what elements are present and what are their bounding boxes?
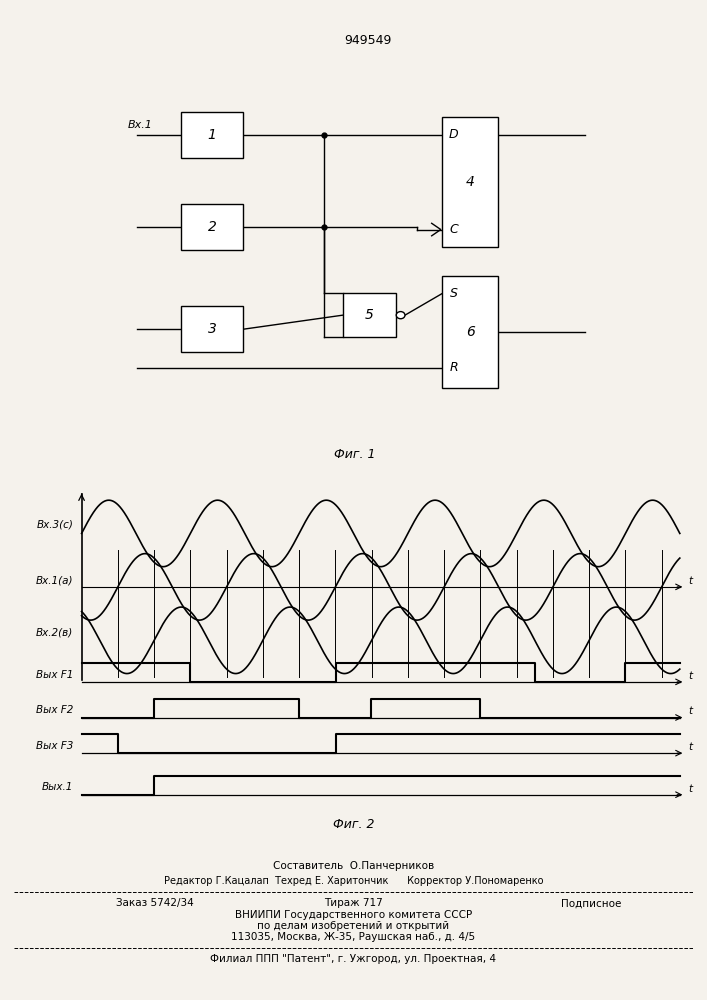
Text: Вх.1(а): Вх.1(а) [36,575,74,585]
Text: Редактор Г.Кацалап  Техред Е. Харитончик      Корректор У.Пономаренко: Редактор Г.Кацалап Техред Е. Харитончик … [164,876,543,886]
Text: Вых F3: Вых F3 [36,741,74,751]
Text: D: D [449,128,458,141]
Text: 113035, Москва, Ж-35, Раушская наб., д. 4/5: 113035, Москва, Ж-35, Раушская наб., д. … [231,932,476,942]
Text: Вых F2: Вых F2 [36,705,74,715]
Bar [181,112,243,158]
Text: Вых F1: Вых F1 [36,670,74,680]
Text: t: t [688,576,692,586]
Text: Заказ 5742/34: Заказ 5742/34 [116,898,194,908]
Text: Фиг. 1: Фиг. 1 [334,448,376,461]
Text: Вых.1: Вых.1 [42,782,74,792]
Text: Тираж 717: Тираж 717 [324,898,383,908]
Text: 3: 3 [208,322,216,336]
Text: Филиал ППП "Патент", г. Ужгород, ул. Проектная, 4: Филиал ППП "Патент", г. Ужгород, ул. Про… [211,954,496,964]
Text: t: t [688,706,692,716]
Text: ВНИИПИ Государственного комитета СССР: ВНИИПИ Государственного комитета СССР [235,910,472,920]
Bar [343,293,396,337]
Text: 1: 1 [208,128,216,142]
Text: Вх.3(с): Вх.3(с) [37,520,74,530]
Text: 949549: 949549 [344,34,392,47]
Text: Подписное: Подписное [561,898,621,908]
Text: t: t [688,742,692,752]
Bar [443,117,498,247]
Text: 6: 6 [466,325,474,339]
Text: S: S [450,287,457,300]
Text: Фиг. 2: Фиг. 2 [333,818,374,831]
Bar [181,204,243,250]
Text: 2: 2 [208,220,216,234]
Text: R: R [449,361,458,374]
Text: по делам изобретений и открытий: по делам изобретений и открытий [257,921,450,931]
Text: t: t [688,671,692,681]
Text: t: t [688,784,692,794]
Text: C: C [449,223,458,236]
Text: Вх.2(в): Вх.2(в) [36,628,74,638]
Text: Вх.1: Вх.1 [128,120,153,130]
Text: 5: 5 [365,308,373,322]
Bar [443,276,498,388]
Circle shape [396,312,405,319]
Text: 4: 4 [466,175,474,189]
Text: Составитель  О.Панчерников: Составитель О.Панчерников [273,861,434,871]
Bar [181,306,243,352]
